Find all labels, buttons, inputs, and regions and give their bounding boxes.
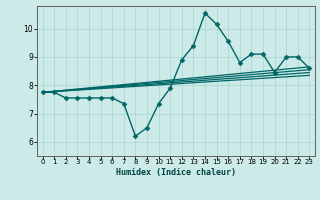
X-axis label: Humidex (Indice chaleur): Humidex (Indice chaleur) [116,168,236,177]
